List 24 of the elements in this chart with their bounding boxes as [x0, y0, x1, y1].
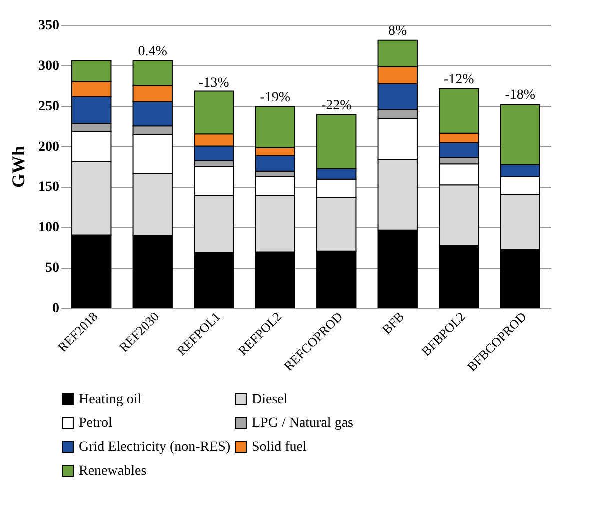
y-axis-title: GWh — [8, 146, 28, 188]
annotation: -22% — [321, 98, 352, 114]
y-tick-label: 0 — [52, 302, 60, 316]
legend-label: Petrol — [79, 416, 113, 431]
legend-label: Solid fuel — [252, 440, 307, 455]
annotation: -19% — [260, 90, 291, 106]
annotation: -13% — [198, 76, 230, 91]
legend-label: Grid Electricity (non-RES) — [79, 440, 231, 455]
annotation: -12% — [444, 72, 475, 88]
y-tick-label: 200 — [38, 140, 60, 155]
y-tick-label: 350 — [38, 18, 60, 34]
y-tick-label: 50 — [46, 261, 60, 276]
legend-label: LPG / Natural gas — [252, 416, 354, 431]
legend-label: Diesel — [252, 392, 288, 408]
y-tick-label: 100 — [38, 220, 60, 236]
annotation: 8% — [388, 24, 408, 40]
legend-label: Heating oil — [79, 392, 142, 408]
legend-label: Renewables — [79, 464, 147, 479]
annotation: -18% — [505, 88, 536, 104]
y-tick-label: 300 — [38, 58, 60, 74]
annotation: 0.4% — [138, 44, 168, 60]
y-tick-label: 250 — [38, 99, 60, 114]
y-tick-label: 150 — [38, 180, 60, 196]
x-tick-label: BFB — [379, 308, 408, 338]
